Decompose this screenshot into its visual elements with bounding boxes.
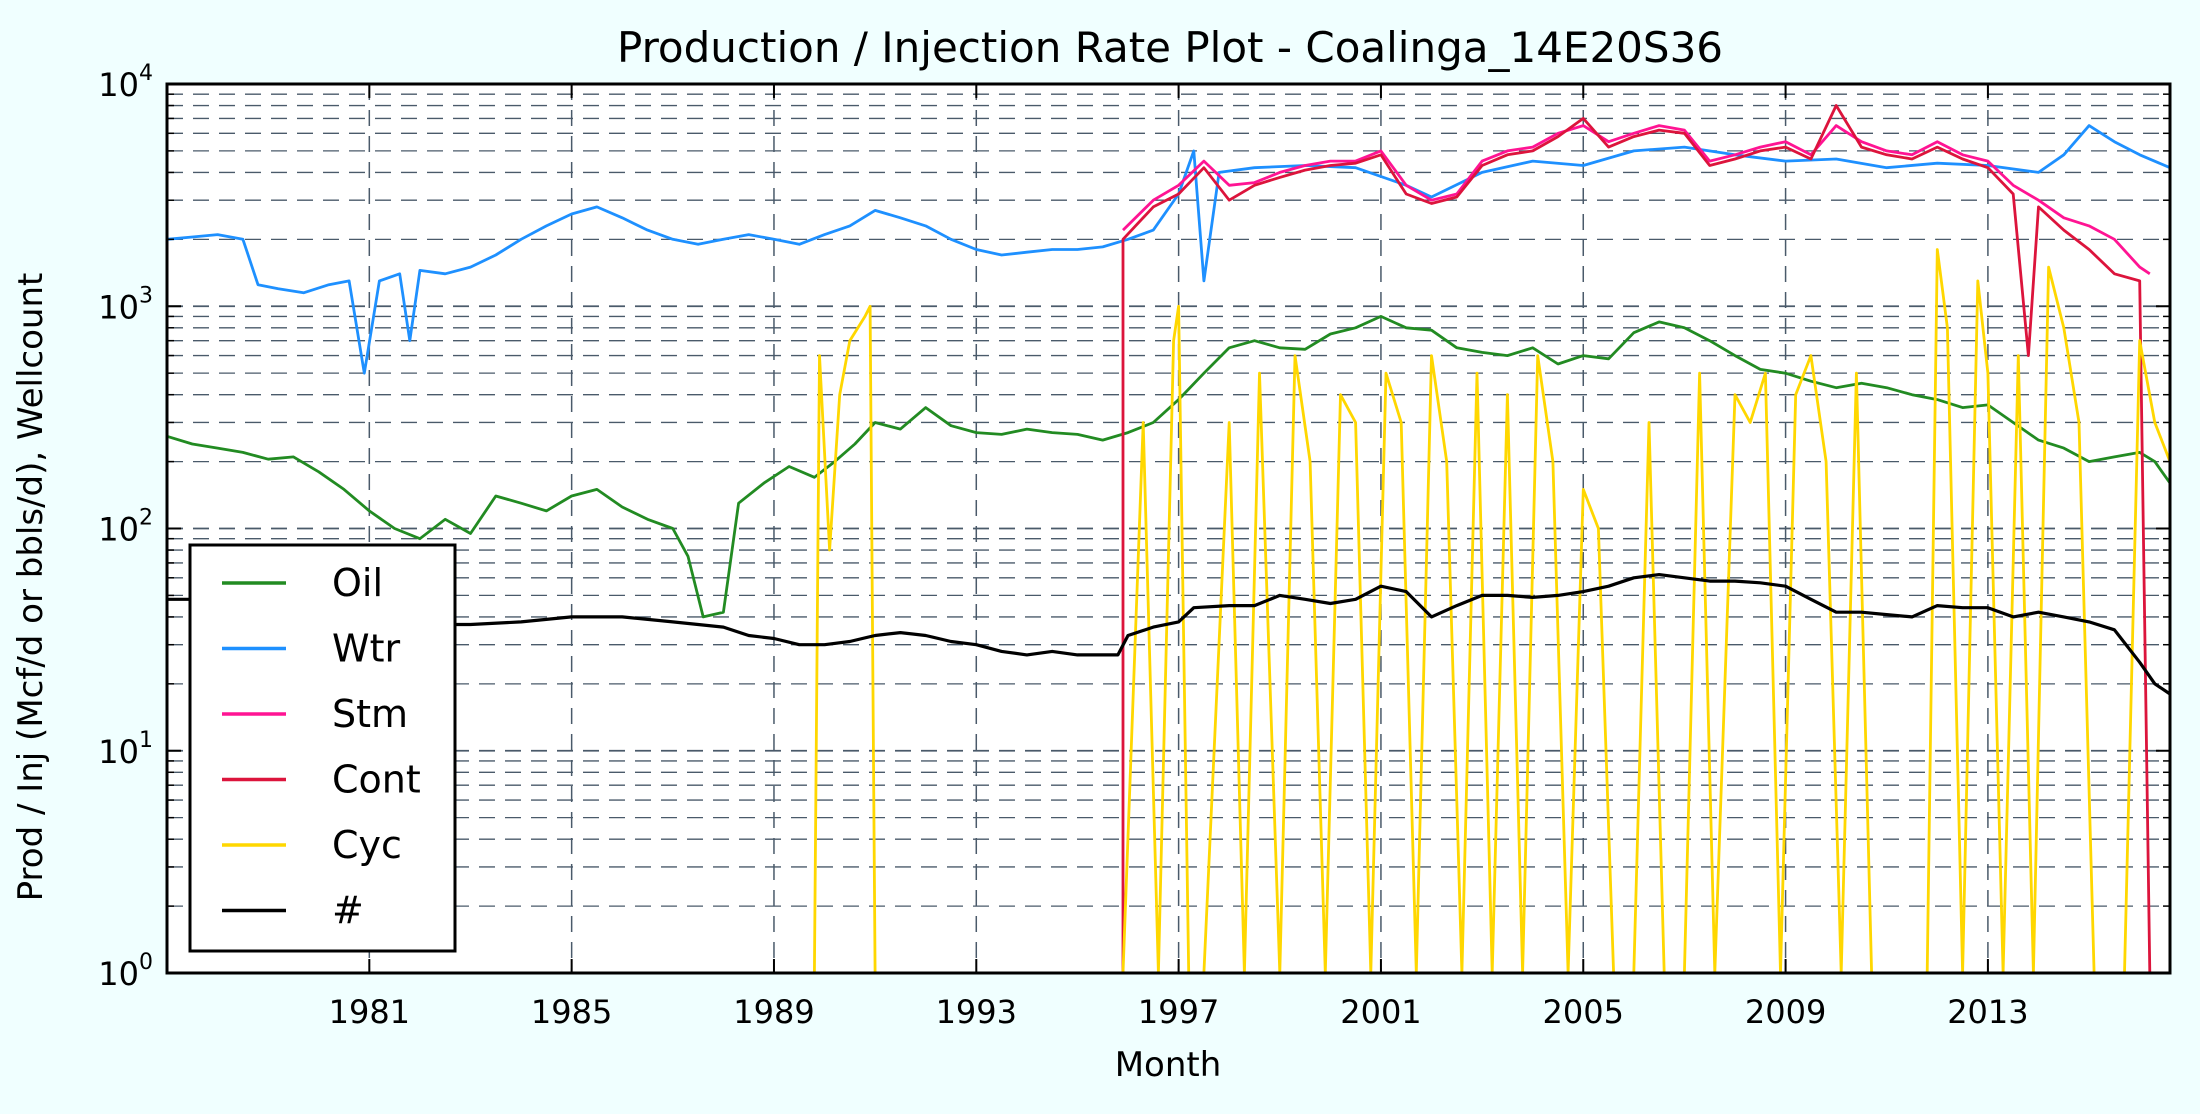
x-tick-label: 1989 xyxy=(733,993,814,1031)
legend-label: Oil xyxy=(332,561,383,605)
legend-label: # xyxy=(332,889,364,933)
series-line-wellcount xyxy=(167,572,2171,696)
y-tick-label: 101 xyxy=(98,728,153,771)
y-tick-label: 104 xyxy=(98,61,153,104)
y-tick-base: 10 xyxy=(98,288,139,326)
x-tick-label: 2005 xyxy=(1543,993,1624,1031)
legend-label: Wtr xyxy=(332,627,400,671)
y-tick-base: 10 xyxy=(98,511,139,549)
series-line-cont xyxy=(1121,104,2155,975)
legend: Oil Wtr Stm Cont Cyc # xyxy=(188,543,457,953)
series-line-wtr xyxy=(166,124,2171,375)
x-tick-label: 1985 xyxy=(531,993,612,1031)
y-tick-exponent: 3 xyxy=(139,283,153,308)
series-layer xyxy=(166,104,2172,975)
x-tick-label: 1981 xyxy=(329,993,410,1031)
y-tick-exponent: 1 xyxy=(139,728,153,753)
x-axis-label: Month xyxy=(1115,1045,1222,1085)
plot-frame xyxy=(165,82,2172,975)
y-tick-base: 10 xyxy=(98,66,139,104)
y-tick-label: 102 xyxy=(98,506,153,549)
x-tick-label: 2009 xyxy=(1745,993,1826,1031)
legend-label: Stm xyxy=(332,692,408,736)
series-line-cyc xyxy=(813,248,2172,975)
legend-label: Cyc xyxy=(332,823,402,867)
y-tick-exponent: 2 xyxy=(139,506,153,531)
legend-box xyxy=(188,543,457,953)
series-line-stm xyxy=(1122,124,2151,275)
y-tick-exponent: 0 xyxy=(139,950,153,975)
y-axis-label: Prod / Inj (Mcf/d or bbls/d), Wellcount xyxy=(11,273,51,902)
y-tick-exponent: 4 xyxy=(139,61,153,86)
chart-title: Production / Injection Rate Plot - Coali… xyxy=(617,23,1723,72)
y-tick-label: 100 xyxy=(98,950,153,993)
series-line-oil xyxy=(166,314,2172,619)
y-tick-base: 10 xyxy=(98,955,139,993)
y-tick-base: 10 xyxy=(98,733,139,771)
x-tick-label: 2013 xyxy=(1947,993,2028,1031)
x-tick-label: 1993 xyxy=(936,993,1017,1031)
y-tick-label: 103 xyxy=(98,283,153,326)
x-tick-label: 2001 xyxy=(1340,993,1421,1031)
legend-label: Cont xyxy=(332,758,421,802)
x-tick-label: 1997 xyxy=(1138,993,1219,1031)
